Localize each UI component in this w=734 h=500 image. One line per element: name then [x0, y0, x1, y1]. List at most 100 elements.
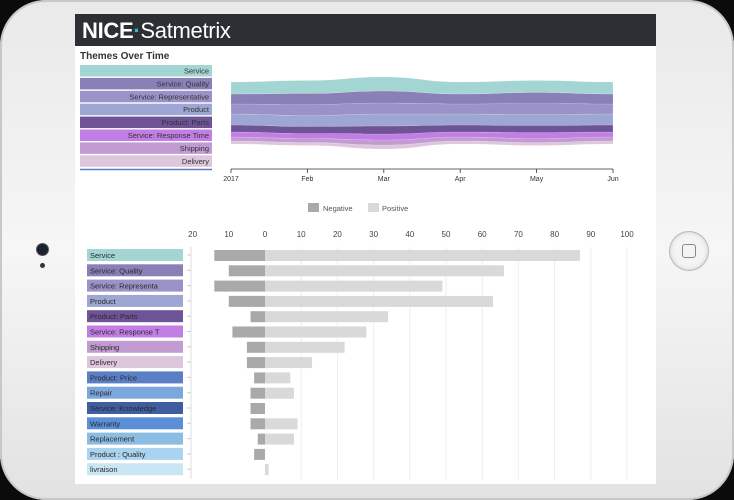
bar-category-label: Replacement — [90, 435, 135, 444]
bar-category-swatch[interactable] — [87, 432, 183, 445]
area-legend-swatch[interactable] — [80, 116, 212, 129]
bar-category-swatch[interactable] — [87, 386, 183, 399]
app-header: NICE·Satmetrix — [75, 14, 656, 46]
area-series-layer — [230, 90, 614, 105]
area-series-layer — [230, 76, 614, 95]
brand-name: Satmetrix — [140, 18, 231, 43]
bar-category-swatch[interactable] — [87, 356, 183, 369]
bar-negative[interactable] — [254, 448, 265, 460]
bar-x-tick-label: 40 — [405, 230, 414, 239]
bar-x-tick-label: 90 — [586, 230, 595, 239]
bar-category-swatch[interactable] — [87, 294, 183, 307]
bar-negative[interactable] — [250, 387, 265, 399]
bar-positive[interactable] — [265, 295, 494, 307]
bar-legend-positive-swatch[interactable] — [368, 203, 379, 212]
camera-icon — [37, 244, 48, 255]
app-screen: NICE·Satmetrix Themes Over Time Service Se… — [75, 14, 656, 484]
bar-positive[interactable] — [265, 464, 269, 476]
bar-category-swatch[interactable] — [87, 417, 183, 430]
area-legend-label: Product — [183, 105, 210, 114]
bar-x-tick-label: 10 — [224, 230, 233, 239]
bar-category-label: Product — [90, 297, 117, 306]
bar-x-tick-label: 30 — [369, 230, 378, 239]
area-legend-swatch[interactable] — [80, 155, 212, 167]
area-x-tick-label: Feb — [301, 176, 313, 183]
area-x-tick-label: Jun — [607, 176, 618, 183]
bar-legend-negative-label: Negative — [323, 204, 353, 213]
area-legend-label: Delivery — [182, 157, 209, 166]
brand-logo: NICE·Satmetrix — [82, 18, 231, 44]
bar-positive[interactable] — [265, 372, 291, 384]
bar-positive[interactable] — [265, 418, 298, 430]
bar-negative[interactable] — [250, 418, 265, 430]
bar-positive[interactable] — [265, 250, 580, 261]
bar-category-swatch[interactable] — [87, 310, 183, 323]
home-button[interactable] — [670, 232, 708, 270]
area-series-layer — [230, 113, 614, 127]
bar-negative[interactable] — [257, 433, 265, 445]
home-square-icon — [682, 244, 696, 258]
bar-legend-negative-swatch[interactable] — [308, 203, 319, 212]
bar-negative[interactable] — [246, 357, 265, 369]
bar-positive[interactable] — [265, 265, 504, 277]
bar-x-tick-label: 20 — [333, 230, 342, 239]
bar-category-label: Product : Quality — [90, 450, 146, 459]
bar-category-label: Product: Price — [90, 373, 137, 382]
area-legend-label: Service: Quality — [156, 79, 209, 88]
bar-category-label: Service: Knowledge — [90, 404, 156, 413]
bar-negative[interactable] — [214, 250, 265, 261]
bar-positive[interactable] — [265, 433, 294, 445]
bar-x-tick-label: 80 — [550, 230, 559, 239]
bar-category-label: Delivery — [90, 358, 117, 367]
bar-negative[interactable] — [232, 326, 265, 338]
bar-x-tick-label: 70 — [514, 230, 523, 239]
area-series-layer — [230, 124, 614, 135]
area-x-tick-label: 2017 — [223, 176, 239, 183]
bar-legend-positive-label: Positive — [382, 204, 408, 213]
area-legend-swatch[interactable] — [80, 65, 212, 77]
bar-positive[interactable] — [265, 280, 443, 292]
bar-category-label: Service: Quality — [90, 266, 143, 275]
bar-category-swatch[interactable] — [87, 264, 183, 277]
bar-negative[interactable] — [246, 341, 265, 353]
bar-negative[interactable] — [228, 295, 265, 307]
bar-x-tick-label: 100 — [620, 230, 634, 239]
area-legend-swatch[interactable] — [80, 90, 212, 103]
area-x-tick-label: Mar — [378, 176, 391, 183]
bar-positive[interactable] — [265, 387, 294, 399]
bar-category-swatch[interactable] — [87, 371, 183, 384]
area-legend-swatch[interactable] — [80, 77, 212, 90]
bar-category-swatch[interactable] — [87, 463, 183, 476]
area-legend-label: Service: Response Time — [128, 131, 209, 140]
bar-x-tick-label: 50 — [442, 230, 451, 239]
area-legend-swatch[interactable] — [80, 142, 212, 154]
bar-category-swatch[interactable] — [87, 325, 183, 338]
bar-negative[interactable] — [250, 403, 265, 414]
area-chart-title: Themes Over Time — [80, 51, 170, 62]
bar-category-swatch[interactable] — [87, 249, 183, 261]
bar-negative[interactable] — [254, 372, 265, 384]
bar-positive[interactable] — [265, 326, 367, 338]
bar-category-swatch[interactable] — [87, 447, 183, 460]
bar-negative[interactable] — [228, 265, 265, 277]
area-legend-swatch[interactable] — [80, 103, 212, 116]
area-legend-swatch[interactable] — [80, 129, 212, 142]
bar-positive[interactable] — [265, 341, 345, 353]
bar-category-swatch[interactable] — [87, 402, 183, 414]
bar-negative[interactable] — [250, 311, 265, 323]
brand-separator: · — [133, 18, 141, 43]
area-legend-label: Service: Representative — [129, 92, 209, 101]
bar-category-label: Warranty — [90, 419, 120, 428]
bar-category-swatch[interactable] — [87, 279, 183, 292]
charts-canvas: Themes Over Time Service Service: Quality S… — [80, 51, 634, 480]
bar-category-label: Service: Response T — [90, 328, 160, 337]
area-legend-label: Shipping — [180, 144, 209, 153]
bar-positive[interactable] — [265, 357, 313, 369]
area-legend-label: Service — [184, 67, 209, 76]
bar-category-label: livraison — [90, 465, 118, 474]
bar-x-tick-label: 60 — [478, 230, 487, 239]
bar-positive[interactable] — [265, 311, 389, 323]
bar-category-swatch[interactable] — [87, 340, 183, 353]
bar-negative[interactable] — [214, 280, 265, 292]
bar-category-label: Service: Representa — [90, 282, 159, 291]
